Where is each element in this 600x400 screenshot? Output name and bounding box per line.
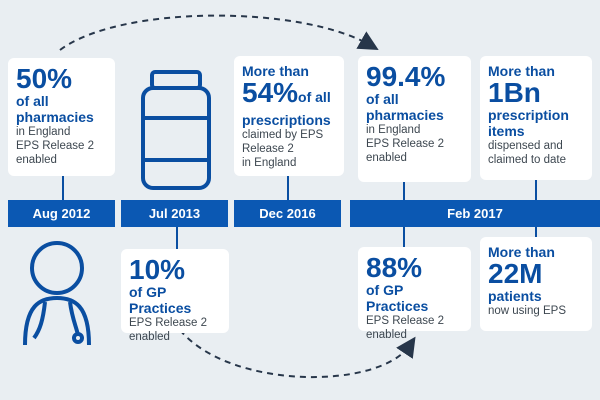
stat-detail: now using EPS [488,305,566,317]
stat-value-tail: of all [298,89,331,105]
date-bar-dec2016: Dec 2016 [234,200,341,227]
stat-label: of GP Practices [129,284,192,316]
card-feb2017-pharmacies: 99.4% of all pharmacies in England EPS R… [358,56,471,182]
stat-detail: in England [16,126,71,138]
stat-label: of all pharmacies [366,91,444,123]
stat-label: prescriptions [242,112,331,128]
doctor-icon [23,241,91,346]
stat-detail: EPS Release 2 [129,317,207,329]
stat-prefix: More than [488,63,555,79]
stat-label: prescription items [488,107,569,139]
stat-value: 99.4% [366,61,446,92]
card-feb2017-items: More than 1Bn prescription items dispens… [480,56,592,180]
stat-detail: enabled [16,154,57,166]
connector-feb2017-gp [403,227,405,247]
stat-detail: claimed to date [488,154,566,166]
card-jul2013-gp: 10% of GP Practices EPS Release 2 enable… [121,249,229,343]
stat-detail: EPS Release 2 [16,140,94,152]
stat-prefix: More than [242,63,309,79]
stat-label: of all pharmacies [16,93,94,125]
date-bar-jul2013: Jul 2013 [121,200,228,227]
stat-detail: Release 2 [242,143,294,155]
pill-bottle-icon [141,70,211,190]
stat-detail: enabled [366,329,407,341]
connector-jul2013 [176,227,178,249]
stat-value: 22M [488,258,543,289]
stat-value-line: 54%of all [242,79,336,112]
stat-detail: enabled [129,331,170,343]
dashed-arc-arrow-bottom [179,329,416,379]
connector-feb2017-items [535,180,537,200]
connector-feb2017-pharm [403,182,405,200]
stat-label: of GP Practices [366,282,429,314]
stat-detail: in England [366,124,421,136]
connector-aug2012 [62,176,64,200]
stat-detail: EPS Release 2 [366,315,444,327]
stat-value: 88% [366,252,423,283]
stat-label: patients [488,288,542,304]
connector-dec2016 [287,176,289,200]
stat-detail: claimed by EPS [242,129,324,141]
stat-detail: EPS Release 2 [366,138,444,150]
card-feb2017-gp: 88% of GP Practices EPS Release 2 enable… [358,247,471,341]
stat-value: 1Bn [488,77,541,108]
stat-detail: dispensed and [488,140,563,152]
dashed-arc-arrow-top [59,14,379,51]
date-bar-aug2012: Aug 2012 [8,200,115,227]
date-bar-feb2017: Feb 2017 [350,200,600,227]
card-feb2017-patients: More than 22M patients now using EPS [480,237,592,331]
card-dec2016: More than 54%of all prescriptions claime… [234,56,344,176]
card-aug2012: 50% of all pharmacies in England EPS Rel… [8,58,115,176]
stat-detail: in England [242,157,297,169]
stat-prefix: More than [488,244,555,260]
stat-value: 50% [16,63,73,94]
stat-detail: enabled [366,152,407,164]
stat-value: 54% [242,77,299,108]
stat-value: 10% [129,254,186,285]
